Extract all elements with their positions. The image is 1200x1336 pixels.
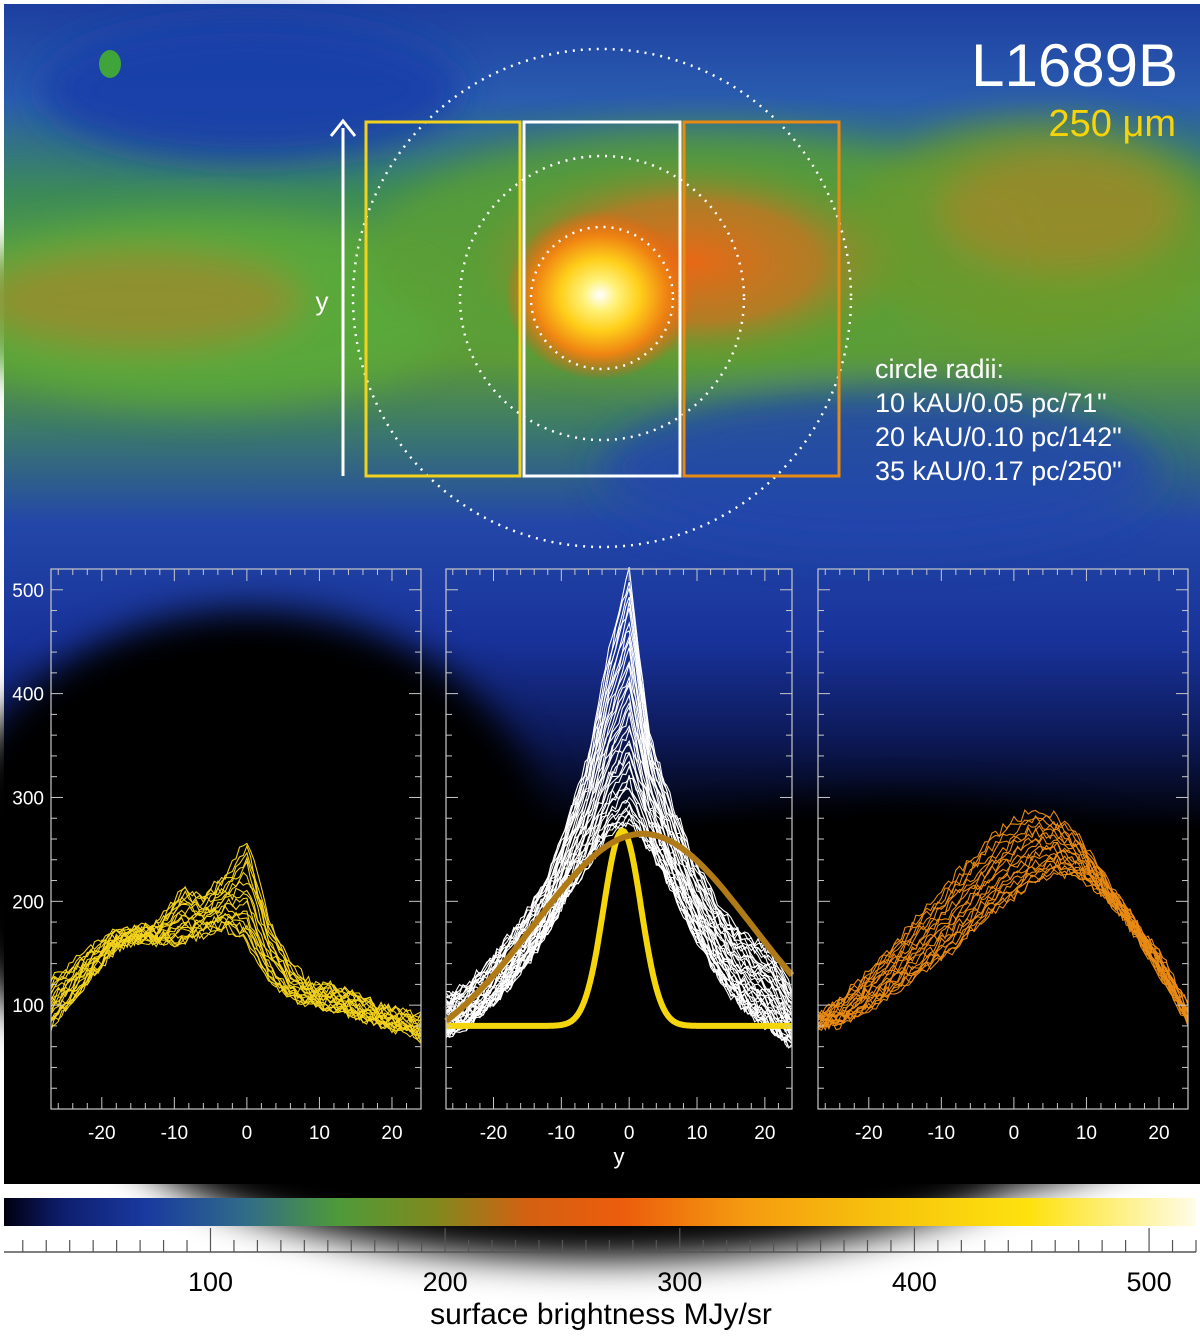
x-tick-label: -20 (480, 1123, 507, 1144)
y-tick-label: 500 (12, 581, 44, 602)
object-name: L1689B (971, 32, 1178, 99)
profile-line (50, 887, 422, 1032)
profile-line (50, 892, 422, 1028)
center-strip-box (522, 120, 682, 478)
profile-line (445, 601, 793, 1003)
sky-image (0, 4, 1200, 1260)
profile-line (817, 814, 1189, 1015)
colorbar-tick-label: 400 (892, 1267, 937, 1297)
radius-circles (351, 47, 853, 549)
profile-line (817, 868, 1189, 1031)
profile-line (50, 859, 422, 1026)
profile-line (445, 607, 793, 1006)
circle-radius-3: 35 kAU/0.17 pc/250" (875, 456, 1122, 486)
panel-center: -20 -10 0 10 20 y (444, 567, 795, 1169)
x-tick-label: -10 (161, 1123, 188, 1144)
colorbar-tick-label: 500 (1127, 1267, 1172, 1297)
x-tick-label: -20 (855, 1123, 882, 1144)
profile-line (817, 814, 1189, 1018)
colorbar-label: surface brightness MJy/sr (430, 1298, 772, 1331)
x-tick-label: -20 (88, 1123, 115, 1144)
profile-line (445, 634, 793, 1007)
left-strip-box (364, 120, 522, 478)
profile-line (445, 567, 793, 998)
profile-line (445, 807, 793, 1044)
circle-20kau (458, 154, 746, 442)
x-tick-label: 20 (381, 1123, 402, 1144)
panel-right: -20 -10 0 10 20 (817, 568, 1189, 1144)
profile-line (817, 809, 1189, 1016)
circle-10kau (529, 225, 675, 371)
profile-line (445, 581, 793, 998)
y-tick-label: 300 (12, 788, 44, 809)
circle-radii-title: circle radii: (875, 354, 1004, 384)
colorbar-tick-label: 300 (657, 1267, 702, 1297)
profile-line (445, 727, 793, 1031)
wavelength-label: 250 μm (1048, 103, 1176, 145)
profile-line (50, 921, 422, 1044)
y-arrow (329, 118, 357, 476)
model-curve-broad (444, 830, 795, 1024)
x-tick-label: 10 (1076, 1123, 1097, 1144)
circle-radius-2: 20 kAU/0.10 pc/142" (875, 422, 1122, 452)
profile-line (445, 683, 793, 1018)
circle-35kau (351, 47, 853, 549)
profile-line (50, 921, 422, 1040)
y-tick-label: 100 (12, 996, 44, 1017)
x-axis-label: y (614, 1144, 625, 1169)
x-tick-label: 10 (309, 1123, 330, 1144)
profile-line (817, 860, 1189, 1028)
y-tick-label: 200 (12, 892, 44, 913)
profile-line (817, 866, 1189, 1032)
profile-line (50, 916, 422, 1037)
x-tick-label: 0 (1009, 1123, 1020, 1144)
colorbar-tick-label: 200 (423, 1267, 468, 1297)
profile-line (50, 915, 422, 1035)
y-tick-label: 400 (12, 685, 44, 706)
profile-line (50, 844, 422, 1022)
colorbar-ticks: 100 200 300 400 500 (22, 1228, 1197, 1297)
x-tick-label: 0 (242, 1123, 253, 1144)
y-arrow-label: y (316, 286, 329, 316)
x-tick-label: 20 (1148, 1123, 1169, 1144)
x-tick-label: 20 (754, 1123, 775, 1144)
x-tick-label: 0 (624, 1123, 635, 1144)
x-tick-label: 10 (686, 1123, 707, 1144)
colorbar-tick-label: 100 (188, 1267, 233, 1297)
panel-left: -20 -10 0 10 20 100 200 300 400 500 (12, 568, 422, 1144)
colorbar (4, 1198, 1196, 1226)
right-strip-box (682, 120, 841, 478)
profile-line (50, 871, 422, 1025)
profile-line (817, 851, 1189, 1028)
profile-line (50, 842, 422, 1019)
circle-radius-1: 10 kAU/0.05 pc/71" (875, 388, 1107, 418)
model-curve-narrow (446, 827, 792, 1029)
x-tick-label: -10 (928, 1123, 955, 1144)
x-tick-label: -10 (548, 1123, 575, 1144)
